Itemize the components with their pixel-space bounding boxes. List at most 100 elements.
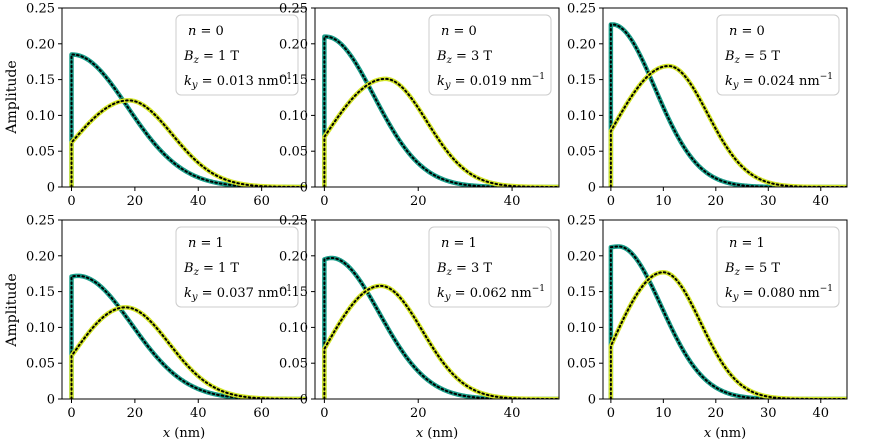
x-tick-label: 30 <box>760 194 777 209</box>
legend-ky: ky = 0.062 nm−1 <box>437 284 545 303</box>
legend-frame <box>175 14 299 96</box>
y-tick-label: 0.20 <box>279 37 308 52</box>
y-tick-label: 0 <box>588 393 596 408</box>
legend-frame <box>428 226 552 308</box>
y-tick-label: 0.25 <box>567 214 596 229</box>
x-tick-label: 60 <box>253 194 270 209</box>
x-tick-label: 40 <box>504 406 521 421</box>
x-axis-label: x (nm) <box>416 426 458 441</box>
panel-0-0: 0 0.05 0.10 0.15 0.20 0.25 0 20 40 60 n = 0 Bz = 1 … <box>26 2 307 209</box>
x-tick-label: 0 <box>320 406 328 421</box>
legend-n: n = 1 <box>441 236 477 251</box>
y-tick-label: 0.15 <box>26 73 55 88</box>
x-tick-label: 40 <box>812 194 829 209</box>
axes-frame <box>314 219 560 400</box>
axes-frame <box>602 219 848 400</box>
x-tick-label: 40 <box>190 194 207 209</box>
legend-ky: ky = 0.013 nm−1 <box>184 72 292 91</box>
y-tick-label: 0.20 <box>26 37 55 52</box>
legend-frame <box>716 226 840 308</box>
y-tick-label: 0.15 <box>567 73 596 88</box>
legend-box: n = 0 Bz = 5 T ky = 0.024 nm−1 <box>716 14 840 96</box>
x-tick-label: 30 <box>760 406 777 421</box>
x-tick-label: 60 <box>253 406 270 421</box>
axes-frame <box>602 7 848 188</box>
x-tick-label: 20 <box>127 194 144 209</box>
legend-bz: Bz = 3 T <box>436 49 492 66</box>
y-tick-label: 0.25 <box>26 2 55 17</box>
legend-bz: Bz = 3 T <box>436 261 492 278</box>
x-tick-label: 40 <box>190 406 207 421</box>
y-tick-label: 0.20 <box>567 249 596 264</box>
legend-box: n = 1 Bz = 5 T ky = 0.080 nm−1 <box>716 226 840 308</box>
legend-ky: ky = 0.080 nm−1 <box>725 284 833 303</box>
y-tick-label: 0.05 <box>26 357 55 372</box>
axes-frame <box>61 219 307 400</box>
y-tick-label: 0.20 <box>26 249 55 264</box>
panel-1-2: 0 0.05 0.10 0.15 0.20 0.25 0 10 20 30 40 x (nm) n = … <box>567 214 848 441</box>
legend-bz: Bz = 1 T <box>183 49 239 66</box>
panel-1-0: 0 0.05 0.10 0.15 0.20 0.25 0 20 40 60 x (nm) n = 1 B… <box>26 214 307 441</box>
y-tick-label: 0 <box>588 181 596 196</box>
x-tick-label: 20 <box>410 194 427 209</box>
x-tick-label: 20 <box>127 406 144 421</box>
legend-n: n = 0 <box>441 24 477 39</box>
y-tick-label: 0.10 <box>279 321 308 336</box>
y-tick-label: 0.10 <box>26 109 55 124</box>
legend-box: n = 0 Bz = 3 T ky = 0.019 nm−1 <box>428 14 552 96</box>
x-axis-label: x (nm) <box>163 426 205 441</box>
series-component-b-dots <box>323 77 559 187</box>
x-tick-label: 20 <box>708 194 725 209</box>
legend-ky: ky = 0.019 nm−1 <box>437 72 545 91</box>
legend-n: n = 1 <box>188 236 224 251</box>
axes-frame <box>61 7 307 188</box>
legend-frame <box>175 226 299 308</box>
x-tick-label: 0 <box>67 194 75 209</box>
y-tick-label: 0.20 <box>567 37 596 52</box>
panel-0-1: 0 0.05 0.10 0.15 0.20 0.25 0 20 40 n = 0 Bz = 3 T k… <box>279 2 560 209</box>
legend-box: n = 1 Bz = 3 T ky = 0.062 nm−1 <box>428 226 552 308</box>
y-tick-label: 0 <box>47 181 55 196</box>
y-tick-label: 0 <box>47 393 55 408</box>
panel-1-1: 0 0.05 0.10 0.15 0.20 0.25 0 20 40 x (nm) n = 1 Bz … <box>279 214 560 441</box>
legend-bz: Bz = 5 T <box>724 261 780 278</box>
y-tick-label: 0.25 <box>279 214 308 229</box>
legend-n: n = 1 <box>729 236 765 251</box>
y-tick-label: 0 <box>300 393 308 408</box>
legend-bz: Bz = 1 T <box>183 261 239 278</box>
y-tick-label: 0.15 <box>279 73 308 88</box>
legend-n: n = 0 <box>188 24 224 39</box>
x-tick-label: 0 <box>607 194 615 209</box>
x-tick-label: 10 <box>655 194 672 209</box>
x-tick-label: 0 <box>67 406 75 421</box>
y-tick-label: 0.05 <box>26 145 55 160</box>
y-tick-label: 0.25 <box>26 214 55 229</box>
x-tick-label: 40 <box>504 194 521 209</box>
y-axis-label-bottom: Amplitude <box>4 273 20 347</box>
y-tick-label: 0.10 <box>567 321 596 336</box>
x-tick-label: 0 <box>607 406 615 421</box>
y-tick-label: 0.10 <box>567 109 596 124</box>
y-tick-label: 0.20 <box>279 249 308 264</box>
x-tick-label: 0 <box>320 194 328 209</box>
legend-box: n = 0 Bz = 1 T ky = 0.013 nm−1 <box>175 14 299 96</box>
y-tick-label: 0.10 <box>279 109 308 124</box>
y-tick-label: 0.25 <box>279 2 308 17</box>
panel-0-2: 0 0.05 0.10 0.15 0.20 0.25 0 10 20 30 40 n = 0 Bz = … <box>567 2 848 209</box>
y-axis-label-top: Amplitude <box>4 60 20 134</box>
legend-n: n = 0 <box>729 24 765 39</box>
legend-ky: ky = 0.024 nm−1 <box>725 72 833 91</box>
y-tick-label: 0.10 <box>26 321 55 336</box>
legend-ky: ky = 0.037 nm−1 <box>184 284 292 303</box>
y-tick-label: 0.05 <box>279 357 308 372</box>
panel-grid: 0 0.05 0.10 0.15 0.20 0.25 0 20 40 60 n = 0 Bz = 1 … <box>26 2 848 441</box>
y-tick-label: 0.05 <box>567 145 596 160</box>
legend-frame <box>428 14 552 96</box>
x-tick-label: 40 <box>812 406 829 421</box>
y-tick-label: 0.15 <box>279 285 308 300</box>
x-axis-label: x (nm) <box>704 426 746 441</box>
axes-frame <box>314 7 560 188</box>
y-tick-label: 0.25 <box>567 2 596 17</box>
y-tick-label: 0.15 <box>26 285 55 300</box>
y-tick-label: 0 <box>300 181 308 196</box>
